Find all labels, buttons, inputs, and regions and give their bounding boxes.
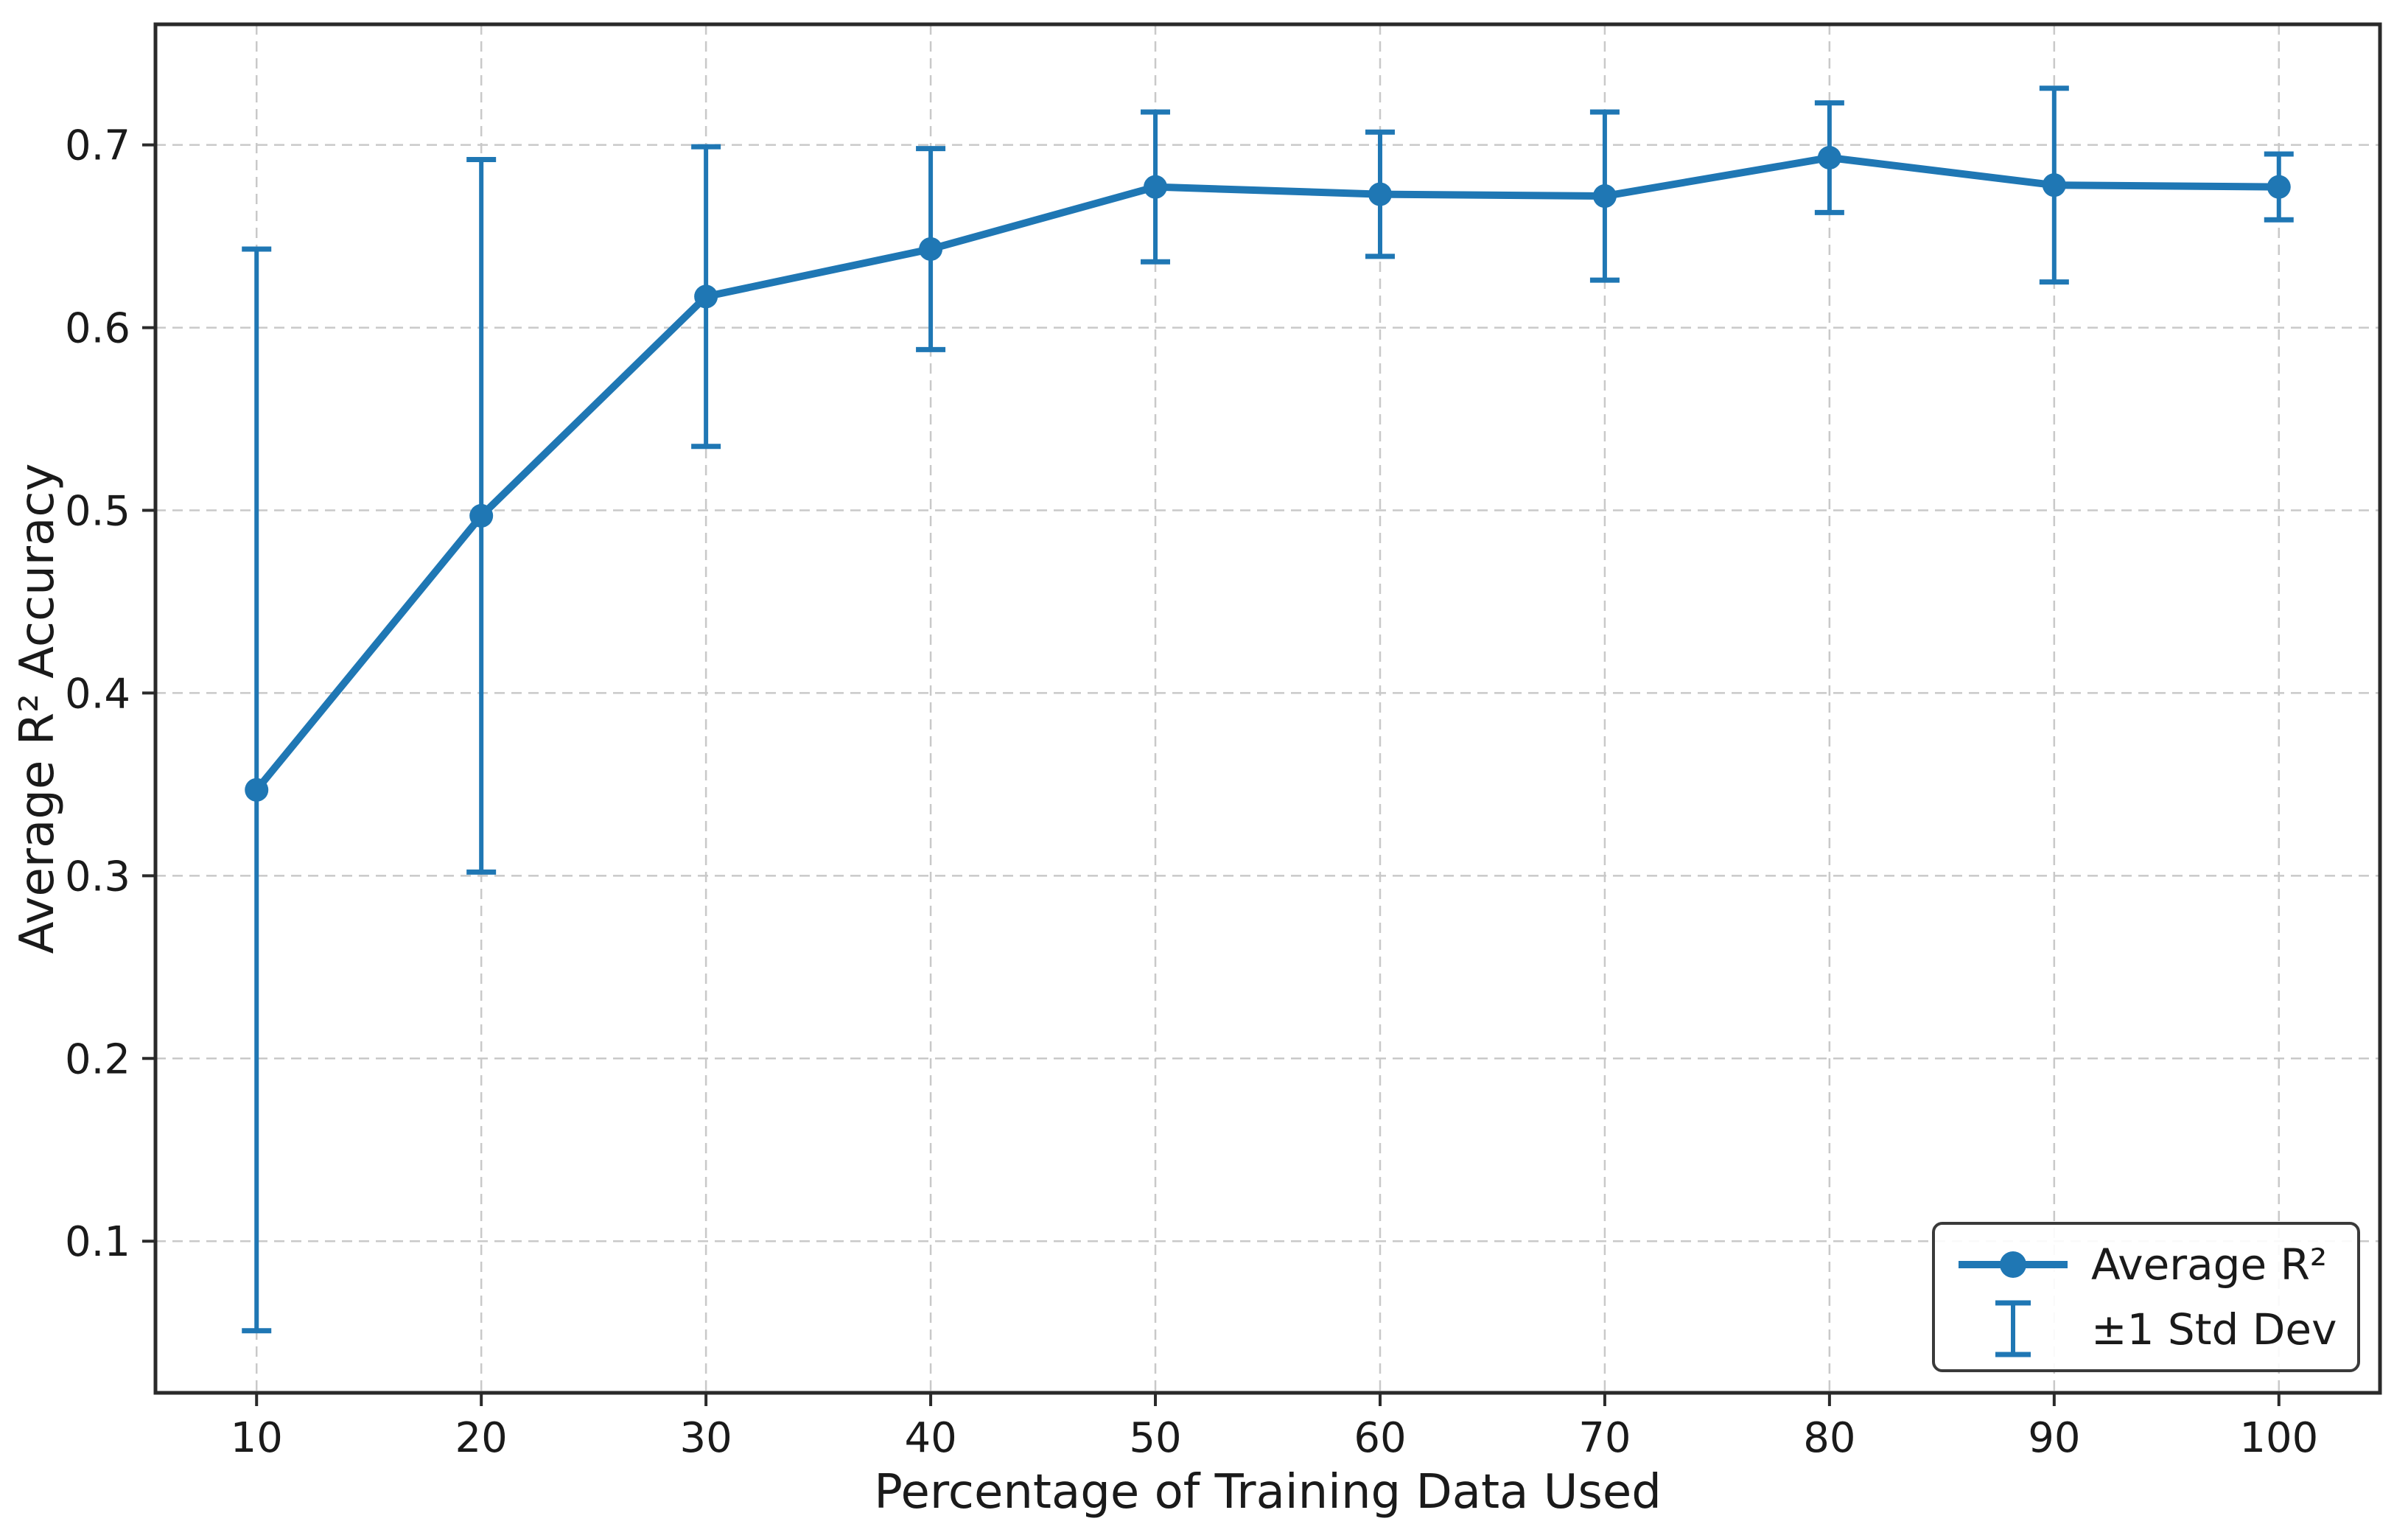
y-tick-label: 0.2 bbox=[65, 1035, 130, 1083]
data-point-marker bbox=[919, 237, 943, 261]
y-tick-label: 0.7 bbox=[65, 122, 130, 170]
series-line-average-r2 bbox=[253, 153, 2283, 794]
data-point-marker bbox=[1817, 145, 1841, 169]
y-tick-label: 0.4 bbox=[65, 670, 130, 718]
x-tick-label: 20 bbox=[455, 1414, 508, 1462]
x-tick-label: 90 bbox=[2028, 1414, 2080, 1462]
x-tick-label: 50 bbox=[1129, 1414, 1181, 1462]
y-tick-label: 0.6 bbox=[65, 305, 130, 353]
gridlines bbox=[155, 24, 2380, 1393]
x-tick-label: 80 bbox=[1803, 1414, 1855, 1462]
y-tick-label: 0.5 bbox=[65, 487, 130, 535]
data-point-marker bbox=[694, 284, 718, 309]
plot-border bbox=[153, 22, 2382, 1395]
legend-item-std-dev: ±1 Std Dev bbox=[1995, 1300, 2337, 1357]
data-point-marker bbox=[1144, 175, 1168, 199]
legend: Average R² ±1 Std Dev bbox=[1932, 1222, 2360, 1372]
tick-labels: 10 20 30 40 50 60 70 80 90 100 0.1 0.2 0.3 0.4 0.5 0.6 0… bbox=[65, 122, 2318, 1462]
legend-box bbox=[1932, 1222, 2360, 1372]
x-tick-label: 70 bbox=[1578, 1414, 1631, 1462]
x-tick-label: 40 bbox=[904, 1414, 956, 1462]
y-tick-label: 0.3 bbox=[65, 853, 130, 901]
data-point-markers bbox=[245, 145, 2291, 802]
data-point-marker bbox=[1368, 182, 1392, 206]
data-point-marker bbox=[469, 503, 494, 528]
x-axis-label: Percentage of Training Data Used bbox=[874, 1465, 1662, 1520]
x-tick-label: 60 bbox=[1354, 1414, 1406, 1462]
legend-label-std-dev: ±1 Std Dev bbox=[2091, 1304, 2337, 1355]
x-tick-label: 30 bbox=[679, 1414, 732, 1462]
legend-marker-sample bbox=[2000, 1251, 2026, 1278]
tick-marks bbox=[142, 143, 2281, 1406]
data-point-marker bbox=[245, 777, 269, 802]
error-bars bbox=[242, 85, 2294, 1334]
data-point-marker bbox=[2042, 173, 2066, 198]
x-tick-label: 10 bbox=[231, 1414, 283, 1462]
legend-item-average-r2: Average R² bbox=[1959, 1240, 2327, 1290]
y-axis-label: Average R² Accuracy bbox=[10, 464, 65, 954]
legend-label-average-r2: Average R² bbox=[2091, 1240, 2327, 1290]
x-tick-label: 100 bbox=[2239, 1414, 2318, 1462]
data-point-marker bbox=[1592, 184, 1617, 209]
data-point-marker bbox=[2267, 175, 2291, 199]
y-tick-label: 0.1 bbox=[65, 1218, 130, 1266]
